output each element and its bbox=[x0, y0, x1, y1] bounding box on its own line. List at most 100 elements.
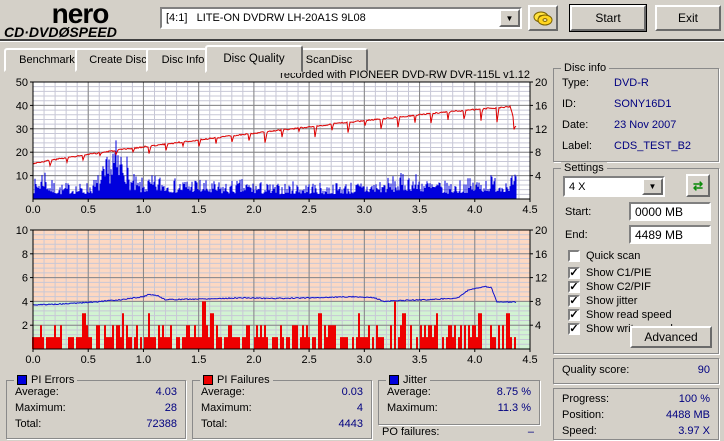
disc-info-row-date: Date: 23 Nov 2007 bbox=[562, 119, 677, 131]
svg-text:30: 30 bbox=[16, 124, 28, 136]
pi-errors-legend: PI Errors bbox=[14, 374, 78, 386]
stat-row: Total: 4443 bbox=[201, 418, 363, 430]
disc-info-row-type: Type: DVD-R bbox=[562, 77, 649, 89]
jitter-groupbox: Jitter Average: 8.75 % Maximum: 11.3 % bbox=[378, 374, 540, 425]
start-position-field[interactable]: 0000 MB bbox=[629, 202, 711, 221]
write-speed-line bbox=[32, 104, 517, 168]
chevron-down-icon[interactable]: ▼ bbox=[499, 9, 520, 27]
svg-text:0.0: 0.0 bbox=[25, 354, 40, 366]
disc-info-title: Disc info bbox=[561, 62, 610, 74]
drive-selector-combobox[interactable]: [4:1] LITE-ON DVDRW LH-20A1S 9L08 ▼ bbox=[160, 7, 522, 29]
refresh-icon: ⇄ bbox=[692, 178, 704, 193]
svg-text:50: 50 bbox=[16, 77, 28, 89]
svg-text:3.0: 3.0 bbox=[357, 354, 372, 366]
svg-text:10: 10 bbox=[16, 225, 28, 237]
checkbox-show-read-speed[interactable]: ✓ Show read speed bbox=[568, 309, 672, 321]
quality-score-panel: Quality score: 90 bbox=[553, 358, 719, 384]
checkbox-show-c2-pif[interactable]: ✓ Show C2/PIF bbox=[568, 281, 651, 293]
quality-score-label: Quality score: bbox=[562, 364, 630, 376]
chevron-down-icon[interactable]: ▼ bbox=[642, 178, 663, 195]
svg-text:8: 8 bbox=[22, 249, 28, 261]
stat-row: Total: 72388 bbox=[15, 418, 177, 430]
chart-recorder-title: recorded with PIONEER DVD-RW DVR-115L v1… bbox=[280, 69, 530, 81]
svg-text:1.0: 1.0 bbox=[136, 204, 151, 216]
drive-selector-value: [4:1] LITE-ON DVDRW LH-20A1S 9L08 bbox=[166, 12, 366, 24]
svg-text:3.5: 3.5 bbox=[412, 354, 427, 366]
svg-text:16: 16 bbox=[535, 249, 547, 261]
svg-text:0.5: 0.5 bbox=[81, 354, 96, 366]
pif-jitter-chart: 2 4 6 8 10 4 8 12 16 20 0.0 0.5 1.0 1.5 2.0 2.5 3.0 3.5 4.… bbox=[16, 225, 548, 366]
svg-text:10: 10 bbox=[16, 171, 28, 183]
svg-text:2.0: 2.0 bbox=[246, 204, 261, 216]
jitter-swatch bbox=[389, 375, 399, 385]
svg-text:4: 4 bbox=[535, 320, 541, 332]
speed-row: Speed: 3.97 X bbox=[562, 425, 710, 437]
svg-text:12: 12 bbox=[535, 124, 547, 136]
checkbox[interactable] bbox=[568, 250, 580, 262]
start-button[interactable]: Start bbox=[569, 4, 647, 32]
pi-failures-legend: PI Failures bbox=[200, 374, 273, 386]
app-logo: nero CD·DVDØSPEED bbox=[4, 0, 156, 42]
end-position-label: End: bbox=[565, 229, 588, 241]
settings-title: Settings bbox=[561, 162, 607, 174]
pi-failures-swatch bbox=[203, 375, 213, 385]
end-position-field[interactable]: 4489 MB bbox=[629, 225, 711, 244]
logo-nero-text: nero bbox=[51, 0, 110, 29]
svg-text:4.5: 4.5 bbox=[522, 354, 537, 366]
disc-button[interactable] bbox=[528, 5, 558, 31]
svg-text:40: 40 bbox=[16, 100, 28, 112]
pi-failures-groupbox: PI Failures Average: 0.03 Maximum: 4 Total… bbox=[192, 374, 372, 439]
advanced-button[interactable]: Advanced bbox=[630, 326, 712, 348]
svg-text:4: 4 bbox=[535, 171, 541, 183]
svg-text:12: 12 bbox=[535, 273, 547, 285]
disc-info-groupbox: Disc info Type: DVD-R ID: SONY16D1 Date: 23… bbox=[553, 62, 719, 162]
stat-row: Maximum: 4 bbox=[201, 402, 363, 414]
svg-text:4.0: 4.0 bbox=[467, 204, 482, 216]
checkbox[interactable]: ✓ bbox=[568, 323, 580, 335]
checkbox[interactable]: ✓ bbox=[568, 309, 580, 321]
svg-text:2.5: 2.5 bbox=[301, 354, 316, 366]
svg-text:2.0: 2.0 bbox=[246, 354, 261, 366]
pie-write-speed-chart: 10 20 30 40 50 4 8 12 16 20 0.0 0.5 1.0 1.5 2.0 2.5 3.0 3… bbox=[16, 77, 548, 216]
disc-glyph-icon: Ø bbox=[58, 24, 70, 40]
po-failures-row: PO failures: – bbox=[382, 426, 534, 438]
svg-text:20: 20 bbox=[535, 225, 547, 237]
svg-text:16: 16 bbox=[535, 100, 547, 112]
position-row: Position: 4488 MB bbox=[562, 409, 710, 421]
svg-text:1.5: 1.5 bbox=[191, 354, 206, 366]
checkbox-show-c1-pie[interactable]: ✓ Show C1/PIE bbox=[568, 267, 652, 279]
checkbox[interactable]: ✓ bbox=[568, 295, 580, 307]
quality-score-row: Quality score: 90 bbox=[554, 359, 718, 382]
svg-text:4.0: 4.0 bbox=[467, 354, 482, 366]
svg-text:2.5: 2.5 bbox=[301, 204, 316, 216]
scan-speed-combobox[interactable]: 4 X ▼ bbox=[563, 176, 665, 197]
svg-text:8: 8 bbox=[535, 296, 541, 308]
po-failures-label: PO failures: bbox=[382, 426, 440, 438]
start-position-label: Start: bbox=[565, 206, 592, 218]
svg-text:20: 20 bbox=[535, 77, 547, 89]
stat-row: Maximum: 28 bbox=[15, 402, 177, 414]
svg-text:3.5: 3.5 bbox=[412, 204, 427, 216]
svg-text:1.5: 1.5 bbox=[191, 204, 206, 216]
checkbox-quick-scan[interactable]: Quick scan bbox=[568, 249, 640, 263]
settings-groupbox: Settings 4 X ▼ ⇄ Start: 0000 MB End: 448… bbox=[553, 162, 719, 354]
svg-text:0.5: 0.5 bbox=[81, 204, 96, 216]
stat-row: Maximum: 11.3 % bbox=[387, 402, 531, 414]
disc-info-row-label: Label: CDS_TEST_B2 bbox=[562, 140, 692, 152]
svg-text:6: 6 bbox=[22, 273, 28, 285]
stat-row: Average: 8.75 % bbox=[387, 386, 531, 398]
checkbox-show-jitter[interactable]: ✓ Show jitter bbox=[568, 295, 638, 307]
header-separator bbox=[0, 39, 724, 42]
checkbox[interactable]: ✓ bbox=[568, 267, 580, 279]
checkbox[interactable]: ✓ bbox=[568, 281, 580, 293]
pi-errors-swatch bbox=[17, 375, 27, 385]
svg-text:0.0: 0.0 bbox=[25, 204, 40, 216]
tab-disc-quality[interactable]: Disc Quality bbox=[205, 45, 303, 73]
svg-text:3.0: 3.0 bbox=[357, 204, 372, 216]
svg-text:20: 20 bbox=[16, 147, 28, 159]
refresh-speed-button[interactable]: ⇄ bbox=[686, 174, 710, 197]
disc-info-row-id: ID: SONY16D1 bbox=[562, 98, 672, 110]
progress-row: Progress: 100 % bbox=[562, 393, 710, 405]
exit-button[interactable]: Exit bbox=[655, 5, 721, 31]
pi-errors-groupbox: PI Errors Average: 4.03 Maximum: 28 Total:… bbox=[6, 374, 186, 439]
